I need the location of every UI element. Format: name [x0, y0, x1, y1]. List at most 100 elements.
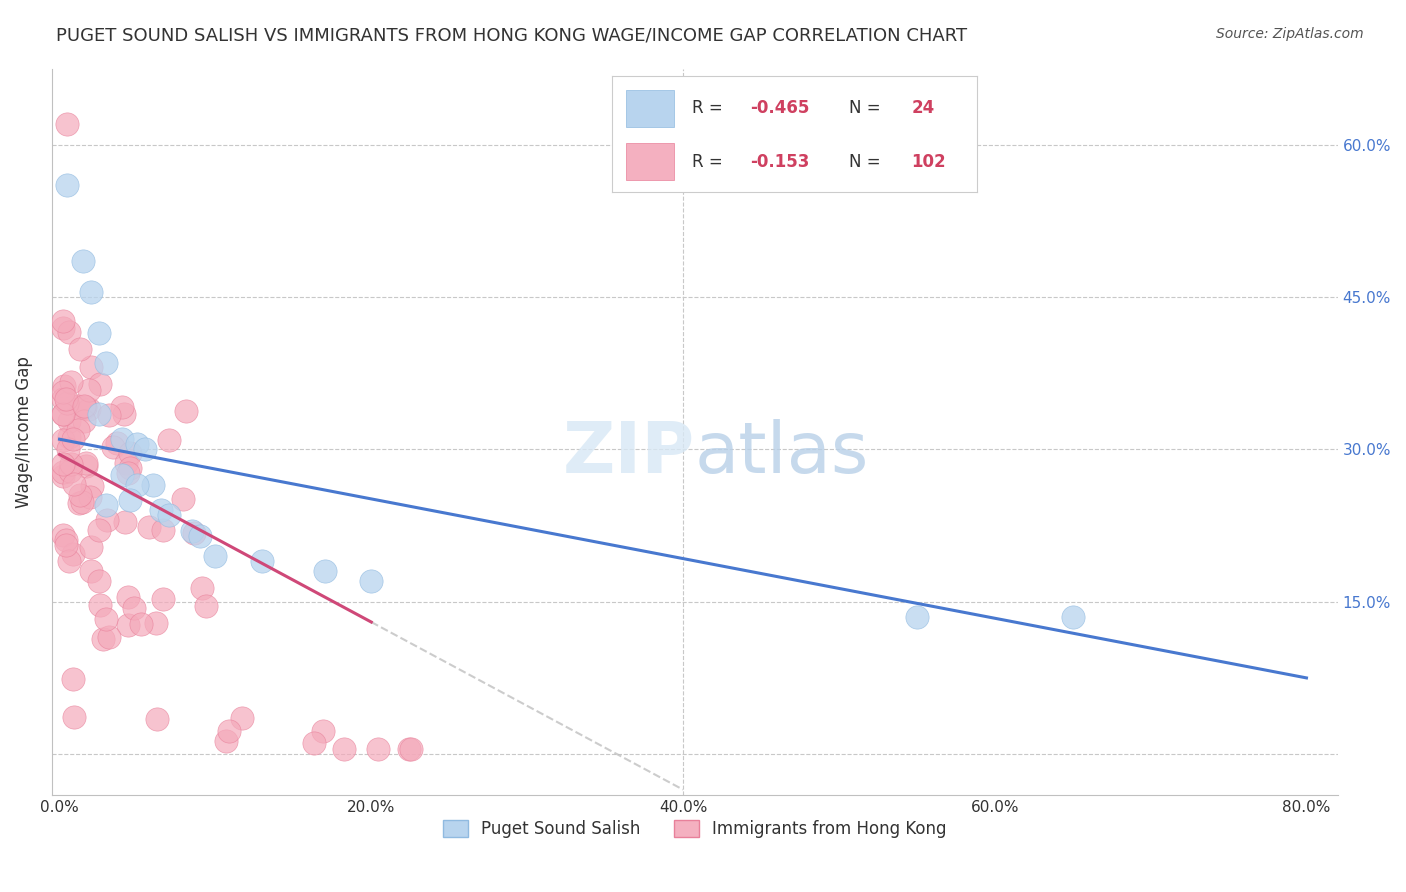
Point: [52, 457, 75, 471]
Point: [52, 313, 75, 327]
Point: [58, 430, 80, 444]
Text: atlas: atlas: [695, 419, 869, 488]
Point: [138, 520, 160, 534]
Point: [190, 581, 212, 595]
Point: [1062, 610, 1084, 624]
Text: N =: N =: [849, 153, 886, 170]
Point: [79, 490, 101, 504]
Point: [80, 564, 103, 578]
Point: [157, 433, 180, 447]
Point: [55, 396, 77, 410]
Point: [101, 440, 124, 454]
Point: [333, 742, 356, 756]
Point: [312, 723, 335, 738]
Point: [367, 742, 389, 756]
Point: [152, 523, 174, 537]
Point: [188, 529, 211, 543]
Point: [63, 710, 86, 724]
Point: [118, 445, 141, 459]
Point: [75, 459, 97, 474]
Point: [62, 547, 84, 561]
Point: [59, 375, 82, 389]
Point: [62, 477, 84, 491]
Text: -0.153: -0.153: [751, 153, 810, 170]
Point: [111, 400, 134, 414]
Point: [69, 488, 91, 502]
Text: Source: ZipAtlas.com: Source: ZipAtlas.com: [1216, 27, 1364, 41]
Point: [96, 356, 118, 370]
Point: [149, 503, 172, 517]
Point: [66, 399, 89, 413]
Point: [114, 515, 136, 529]
Point: [194, 599, 217, 614]
Point: [111, 432, 134, 446]
Point: [204, 549, 226, 563]
Point: [55, 392, 77, 407]
Point: [56, 178, 79, 193]
Point: [360, 574, 382, 589]
Point: [58, 442, 80, 457]
Point: [59, 465, 82, 479]
Point: [142, 478, 165, 492]
Point: [55, 533, 77, 547]
Point: [127, 478, 149, 492]
Point: [77, 401, 100, 416]
Point: [80, 285, 103, 299]
Text: PUGET SOUND SALISH VS IMMIGRANTS FROM HONG KONG WAGE/INCOME GAP CORRELATION CHAR: PUGET SOUND SALISH VS IMMIGRANTS FROM HO…: [56, 27, 967, 45]
Point: [399, 742, 422, 756]
Point: [80, 479, 103, 493]
Point: [79, 540, 101, 554]
Point: [218, 724, 240, 739]
Point: [73, 414, 96, 428]
Point: [145, 616, 167, 631]
Point: [97, 409, 120, 423]
Text: N =: N =: [849, 99, 886, 117]
Point: [129, 616, 152, 631]
Point: [52, 468, 75, 483]
Point: [89, 377, 111, 392]
Text: ZIP: ZIP: [562, 419, 695, 488]
Point: [89, 574, 111, 588]
Point: [250, 554, 273, 568]
Point: [62, 432, 84, 446]
Bar: [626, 90, 673, 127]
Point: [66, 423, 89, 437]
Point: [52, 379, 75, 393]
Point: [157, 508, 180, 523]
Point: [183, 525, 205, 540]
Point: [146, 712, 169, 726]
Point: [69, 343, 91, 357]
Point: [80, 360, 103, 375]
Point: [117, 591, 139, 605]
Point: [174, 404, 197, 418]
Point: [73, 401, 96, 415]
Point: [215, 734, 238, 748]
Point: [55, 538, 77, 552]
Point: [58, 325, 80, 339]
Point: [75, 456, 97, 470]
Point: [134, 442, 156, 457]
Point: [398, 742, 420, 756]
Point: [152, 592, 174, 607]
Point: [52, 384, 75, 399]
Point: [114, 456, 136, 470]
Text: 102: 102: [911, 153, 946, 170]
Point: [172, 492, 194, 507]
Point: [58, 413, 80, 427]
Point: [127, 437, 149, 451]
Point: [56, 117, 79, 131]
Point: [52, 321, 75, 335]
Point: [96, 513, 118, 527]
Point: [122, 601, 145, 615]
Y-axis label: Wage/Income Gap: Wage/Income Gap: [15, 356, 32, 508]
Point: [231, 711, 253, 725]
Point: [87, 524, 110, 538]
Point: [905, 610, 928, 624]
Legend: Puget Sound Salish, Immigrants from Hong Kong: Puget Sound Salish, Immigrants from Hong…: [436, 813, 953, 845]
Point: [60, 457, 83, 471]
Point: [72, 254, 94, 268]
Point: [111, 467, 134, 482]
Point: [120, 460, 142, 475]
Point: [94, 612, 117, 626]
Point: [70, 494, 93, 508]
